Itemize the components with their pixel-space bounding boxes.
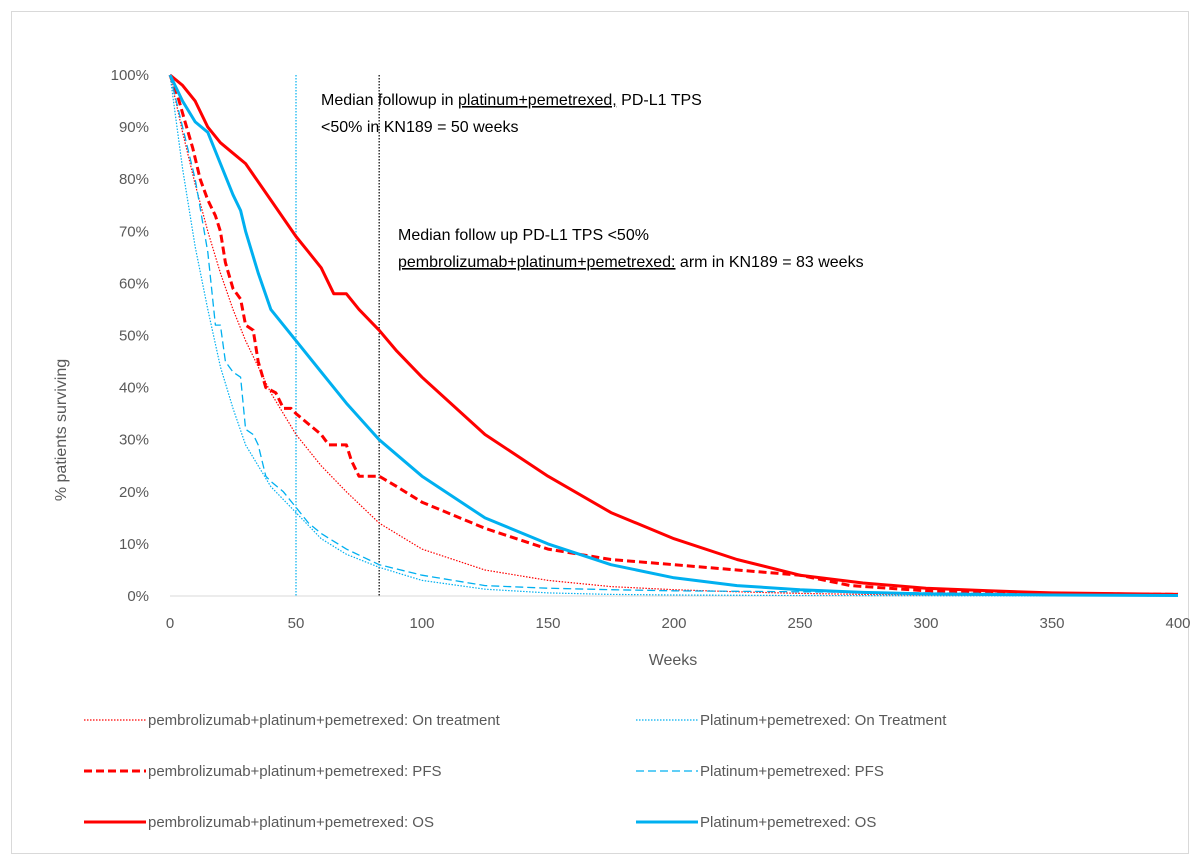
annotation-text: Median follow up PD-L1 TPS <50%	[398, 227, 649, 244]
legend: pembrolizumab+platinum+pemetrexed: On tr…	[84, 712, 947, 831]
y-tick-label: 70%	[119, 223, 149, 240]
series-line-2	[169, 74, 1179, 597]
annotation-text: arm in KN189 = 83 weeks	[675, 254, 863, 271]
annotation-text: platinum+pemetrexed,	[458, 92, 617, 109]
x-tick-label: 0	[166, 615, 174, 632]
y-tick-label: 100%	[111, 67, 149, 84]
x-tick-label: 50	[288, 615, 305, 632]
y-tick-label: 10%	[119, 536, 149, 553]
legend-label-3: pembrolizumab+platinum+pemetrexed: PFS	[148, 763, 441, 780]
x-tick-label: 350	[1039, 615, 1064, 632]
y-tick-label: 90%	[119, 119, 149, 136]
annotation-1-line-2: <50% in KN189 = 50 weeks	[321, 119, 518, 136]
series-line-3	[168, 74, 1179, 596]
legend-label-2: Platinum+pemetrexed: On Treatment	[700, 712, 947, 729]
legend-label-4: Platinum+pemetrexed: PFS	[700, 763, 884, 780]
annotation-text: <50% in KN189 = 50 weeks	[321, 119, 518, 136]
reference-lines	[295, 75, 380, 596]
y-tick-label: 80%	[119, 171, 149, 188]
series-line-5	[169, 73, 1179, 596]
chart-frame	[11, 11, 1189, 854]
legend-label-1: pembrolizumab+platinum+pemetrexed: On tr…	[148, 712, 501, 729]
x-tick-label: 300	[913, 615, 938, 632]
y-tick-label: 60%	[119, 275, 149, 292]
x-axis-title: Weeks	[649, 652, 698, 669]
series-line-1	[169, 74, 1179, 597]
y-tick-label: 0%	[127, 588, 149, 605]
y-axis-ticks: 0% 10% 20% 30% 40% 50% 60% 70% 80% 90% 100%	[111, 67, 149, 605]
annotation-2-line-2: pembrolizumab+platinum+pemetrexed: arm i…	[398, 254, 864, 271]
annotation-text: pembrolizumab+platinum+pemetrexed:	[398, 254, 675, 271]
x-tick-label: 200	[661, 615, 686, 632]
x-axis-ticks: 0 50 100 150 200 250 300 350 400	[166, 615, 1191, 632]
legend-label-6: Platinum+pemetrexed: OS	[700, 814, 876, 831]
series-line-4	[169, 74, 1179, 596]
y-tick-label: 40%	[119, 380, 149, 397]
x-tick-label: 400	[1165, 615, 1190, 632]
y-tick-label: 30%	[119, 432, 149, 449]
annotation-2-line-1: Median follow up PD-L1 TPS <50%	[398, 227, 649, 244]
annotations: Median followup in platinum+pemetrexed, …	[321, 92, 864, 271]
series-line-6	[168, 74, 1179, 597]
x-tick-label: 250	[787, 615, 812, 632]
annotation-text: PD-L1 TPS	[617, 92, 702, 109]
annotation-text: Median followup in	[321, 92, 458, 109]
legend-label-5: pembrolizumab+platinum+pemetrexed: OS	[148, 814, 434, 831]
y-axis-title: % patients surviving	[53, 359, 70, 501]
y-tick-label: 20%	[119, 484, 149, 501]
x-tick-label: 150	[535, 615, 560, 632]
x-tick-label: 100	[409, 615, 434, 632]
annotation-1-line-1: Median followup in platinum+pemetrexed, …	[321, 92, 702, 109]
y-tick-label: 50%	[119, 328, 149, 345]
series-lines	[168, 73, 1179, 597]
